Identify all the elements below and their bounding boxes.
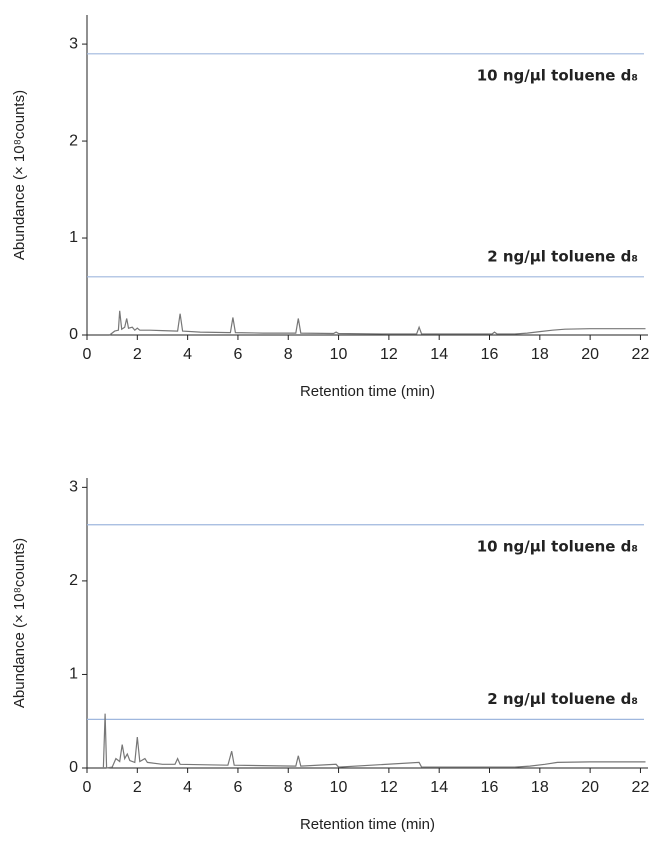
y-tick-label: 1: [69, 229, 78, 246]
annotation: 10 ng/µl toluene d₈: [477, 537, 638, 555]
x-tick-label: 16: [481, 346, 499, 363]
x-tick-label: 18: [531, 346, 549, 363]
annotation: 2 ng/µl toluene d₈: [487, 690, 638, 708]
y-tick-label: 0: [69, 759, 78, 776]
x-tick-label: 2: [133, 779, 142, 796]
y-tick-label: 0: [69, 326, 78, 343]
x-tick-label: 12: [380, 346, 398, 363]
x-tick-label: 20: [581, 779, 599, 796]
y-tick-label: 3: [69, 479, 78, 496]
y-tick-label: 2: [69, 572, 78, 589]
x-tick-label: 10: [330, 346, 348, 363]
x-axis-label: Retention time (min): [300, 383, 435, 400]
x-tick-label: 22: [632, 779, 650, 796]
x-tick-label: 0: [83, 779, 92, 796]
y-tick-label: 1: [69, 666, 78, 683]
x-tick-label: 22: [632, 346, 650, 363]
x-axis-label: Retention time (min): [300, 816, 435, 833]
y-tick-label: 3: [69, 35, 78, 52]
x-tick-label: 4: [183, 346, 192, 363]
x-tick-label: 6: [233, 346, 242, 363]
x-tick-label: 6: [233, 779, 242, 796]
trace: [102, 713, 646, 769]
x-tick-label: 16: [481, 779, 499, 796]
x-tick-label: 0: [83, 346, 92, 363]
x-tick-label: 10: [330, 779, 348, 796]
x-tick-label: 8: [284, 779, 293, 796]
x-tick-label: 20: [581, 346, 599, 363]
annotation: 10 ng/µl toluene d₈: [477, 66, 638, 84]
x-tick-label: 2: [133, 346, 142, 363]
x-tick-label: 18: [531, 779, 549, 796]
y-axis-label: Abundance (× 10⁸counts): [11, 90, 28, 260]
x-tick-label: 14: [430, 779, 448, 796]
x-tick-label: 8: [284, 346, 293, 363]
y-tick-label: 2: [69, 132, 78, 149]
trace: [109, 310, 646, 336]
x-tick-label: 12: [380, 779, 398, 796]
x-tick-label: 14: [430, 346, 448, 363]
annotation: 2 ng/µl toluene d₈: [487, 247, 638, 265]
y-axis-label: Abundance (× 10⁸counts): [11, 538, 28, 708]
x-tick-label: 4: [183, 779, 192, 796]
